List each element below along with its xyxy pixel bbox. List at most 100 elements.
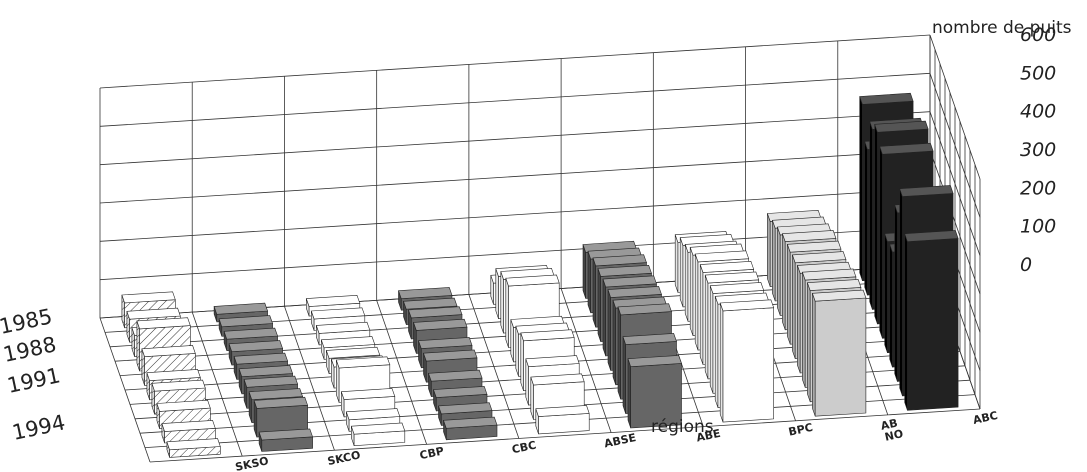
bar-top bbox=[238, 365, 294, 378]
bar-top bbox=[617, 303, 672, 316]
bar-top bbox=[520, 329, 575, 342]
back-wall-gridline bbox=[99, 187, 931, 242]
bar-top bbox=[592, 254, 647, 267]
bar bbox=[627, 355, 682, 429]
region-label: BPC bbox=[787, 421, 814, 439]
bar-top bbox=[228, 340, 284, 353]
z-axis-title: nombre de puits bbox=[932, 18, 1072, 38]
bar-side bbox=[787, 244, 791, 345]
bar-side bbox=[674, 234, 679, 293]
bar-side bbox=[772, 220, 776, 302]
bar-top bbox=[126, 307, 181, 320]
bar-top bbox=[340, 388, 396, 400]
bar-side bbox=[602, 279, 607, 357]
bar-top bbox=[899, 185, 954, 197]
bar-top bbox=[719, 299, 775, 312]
region-label: SKSO bbox=[234, 454, 270, 472]
z-tick-label: 500 bbox=[1020, 62, 1056, 84]
bar-top bbox=[530, 373, 585, 386]
bar-side bbox=[684, 244, 689, 322]
bar-top bbox=[141, 345, 196, 358]
bar-side bbox=[874, 124, 878, 324]
bar-side bbox=[802, 272, 806, 388]
z-tick-label: 600 bbox=[1020, 24, 1056, 46]
bar-front bbox=[538, 413, 590, 435]
bar-side bbox=[864, 141, 868, 296]
bar-side bbox=[505, 278, 509, 348]
bar-top bbox=[136, 317, 191, 330]
back-wall-gridline bbox=[99, 111, 931, 166]
bar-side bbox=[869, 121, 873, 310]
bar-side bbox=[587, 251, 592, 313]
bar-side bbox=[612, 300, 617, 385]
year-label: 1988 bbox=[1, 332, 58, 367]
bar-top bbox=[525, 355, 580, 368]
bar-top bbox=[408, 306, 463, 319]
bar-top bbox=[879, 142, 934, 155]
x-axis-title: régions bbox=[651, 417, 714, 437]
bar bbox=[428, 369, 483, 397]
bar-top bbox=[859, 92, 914, 105]
bar-side bbox=[714, 296, 719, 408]
bar-side bbox=[894, 204, 898, 382]
bar-top bbox=[166, 438, 221, 451]
bar bbox=[904, 230, 959, 411]
bar-side bbox=[597, 268, 602, 342]
bar-side bbox=[694, 253, 699, 351]
bar-top bbox=[428, 369, 483, 382]
bar-side bbox=[500, 271, 504, 334]
bar-top bbox=[801, 268, 857, 281]
z-tick-label: 200 bbox=[1020, 177, 1056, 199]
bar-top bbox=[904, 230, 959, 243]
bar-top bbox=[874, 120, 929, 133]
bar bbox=[166, 438, 221, 458]
region-label: AB bbox=[880, 417, 899, 433]
bar-top bbox=[213, 302, 269, 315]
bar bbox=[443, 416, 498, 441]
bar-side bbox=[797, 265, 801, 374]
bar-top bbox=[233, 352, 289, 365]
bar-front bbox=[722, 307, 775, 423]
bar-top bbox=[398, 287, 453, 300]
bar bbox=[258, 428, 314, 452]
bar-top bbox=[694, 250, 750, 263]
bar-top bbox=[121, 291, 176, 304]
bar-top bbox=[806, 279, 862, 291]
bar-side bbox=[627, 358, 632, 429]
region-label: ABSE bbox=[603, 431, 637, 450]
region-label: CBP bbox=[418, 444, 445, 462]
bar-top bbox=[335, 356, 391, 369]
bar-top bbox=[781, 230, 837, 242]
bar-side bbox=[622, 336, 627, 414]
region-label: CBC bbox=[511, 439, 538, 457]
chart-bars bbox=[121, 92, 959, 458]
bar-top bbox=[310, 307, 366, 320]
bar-top bbox=[223, 327, 279, 340]
bar-side bbox=[607, 289, 612, 371]
back-wall-gridline bbox=[99, 34, 931, 89]
region-label: SKCO bbox=[326, 448, 361, 468]
bar-front bbox=[907, 238, 959, 411]
bar-side bbox=[617, 306, 622, 400]
bar bbox=[535, 405, 590, 435]
bar bbox=[811, 289, 867, 417]
bar-side bbox=[767, 213, 771, 287]
bar-side bbox=[719, 302, 724, 423]
bar-top bbox=[161, 420, 216, 432]
bar-top bbox=[709, 282, 765, 294]
year-label: 1994 bbox=[10, 410, 67, 445]
bar-top bbox=[535, 405, 590, 417]
bar-side bbox=[889, 244, 893, 368]
bar-top bbox=[248, 388, 304, 401]
bar-top bbox=[443, 416, 498, 429]
bar-side bbox=[782, 233, 786, 330]
region-label: ABC bbox=[972, 409, 999, 427]
region-label: ABE bbox=[695, 427, 722, 445]
bar-top bbox=[146, 369, 201, 382]
bar-side bbox=[859, 96, 863, 281]
bar-side bbox=[699, 264, 704, 365]
bar-side bbox=[679, 237, 684, 308]
back-wall-gridline bbox=[99, 149, 931, 204]
region-label: NO bbox=[884, 427, 905, 444]
bar-side bbox=[904, 233, 908, 411]
